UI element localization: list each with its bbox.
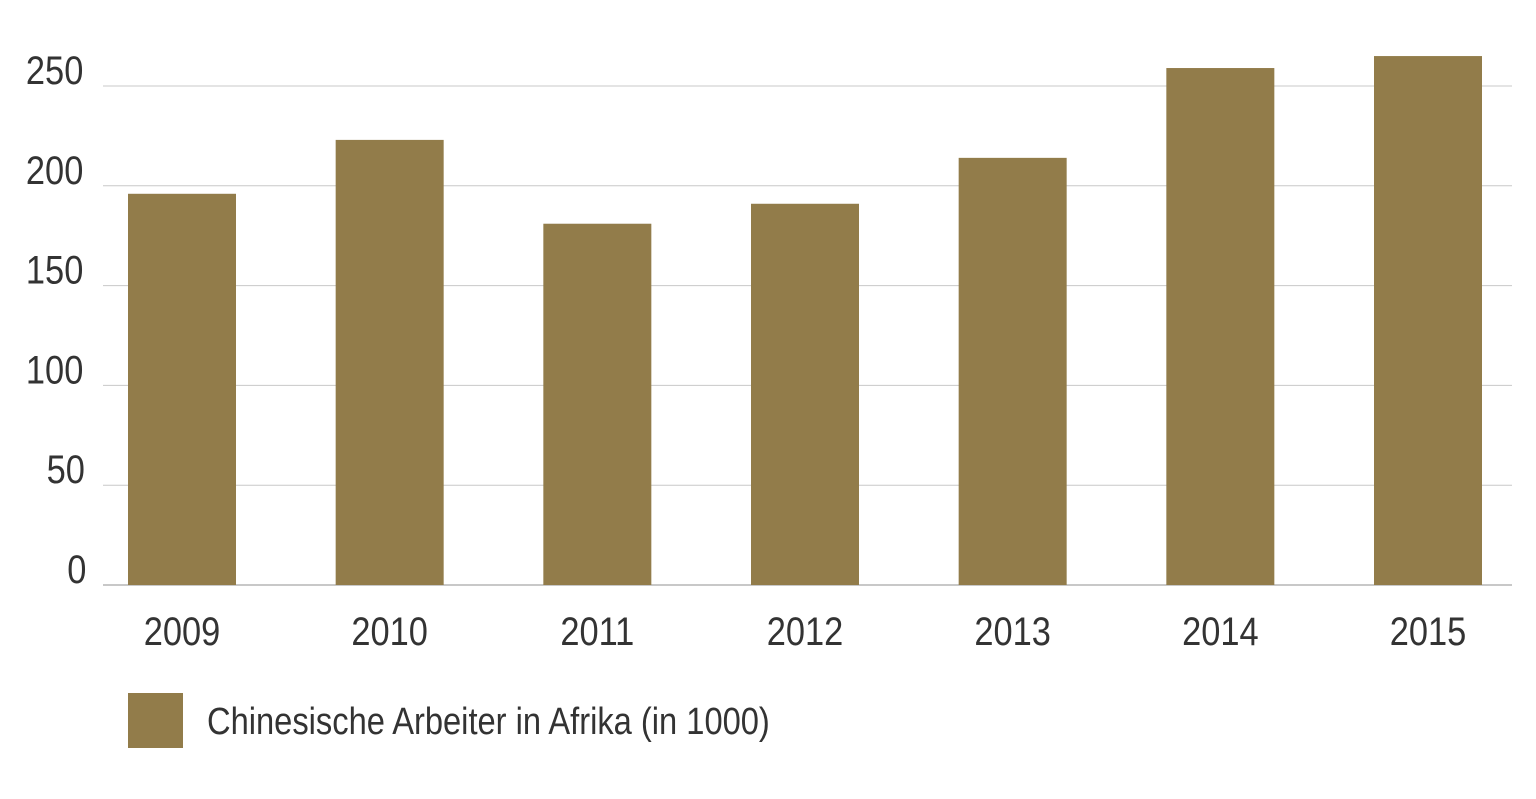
x-tick-label: 2012 <box>767 609 844 654</box>
bar-2011 <box>543 223 652 585</box>
legend-swatch <box>128 693 183 748</box>
bar-2013 <box>958 157 1067 585</box>
bar-2014 <box>1166 68 1275 585</box>
bar-2010 <box>335 139 444 585</box>
y-tick-label: 50 <box>47 447 85 492</box>
x-tick-label: 2011 <box>560 609 634 654</box>
y-tick-label: 200 <box>26 147 83 192</box>
y-tick-label: 100 <box>26 347 83 392</box>
y-tick-label: 0 <box>67 547 86 592</box>
legend-label: Chinesische Arbeiter in Afrika (in 1000) <box>207 700 770 743</box>
y-tick-label: 150 <box>26 247 83 292</box>
bar-2015 <box>1374 56 1482 586</box>
bar-2009 <box>128 193 236 585</box>
x-tick-label: 2009 <box>144 609 221 654</box>
bar-2012 <box>751 203 859 585</box>
x-tick-label: 2014 <box>1182 609 1259 654</box>
y-axis-ticks: 0 50 100 150 200 250 <box>26 48 87 592</box>
x-tick-label: 2015 <box>1390 609 1467 654</box>
y-tick-label: 250 <box>26 48 83 93</box>
legend: Chinesische Arbeiter in Afrika (in 1000) <box>128 693 770 748</box>
x-tick-label: 2010 <box>351 609 428 654</box>
bars <box>128 56 1482 586</box>
x-tick-label: 2013 <box>974 609 1051 654</box>
x-axis-ticks: 2009 2010 2011 2012 2013 2014 2015 <box>144 609 1467 654</box>
